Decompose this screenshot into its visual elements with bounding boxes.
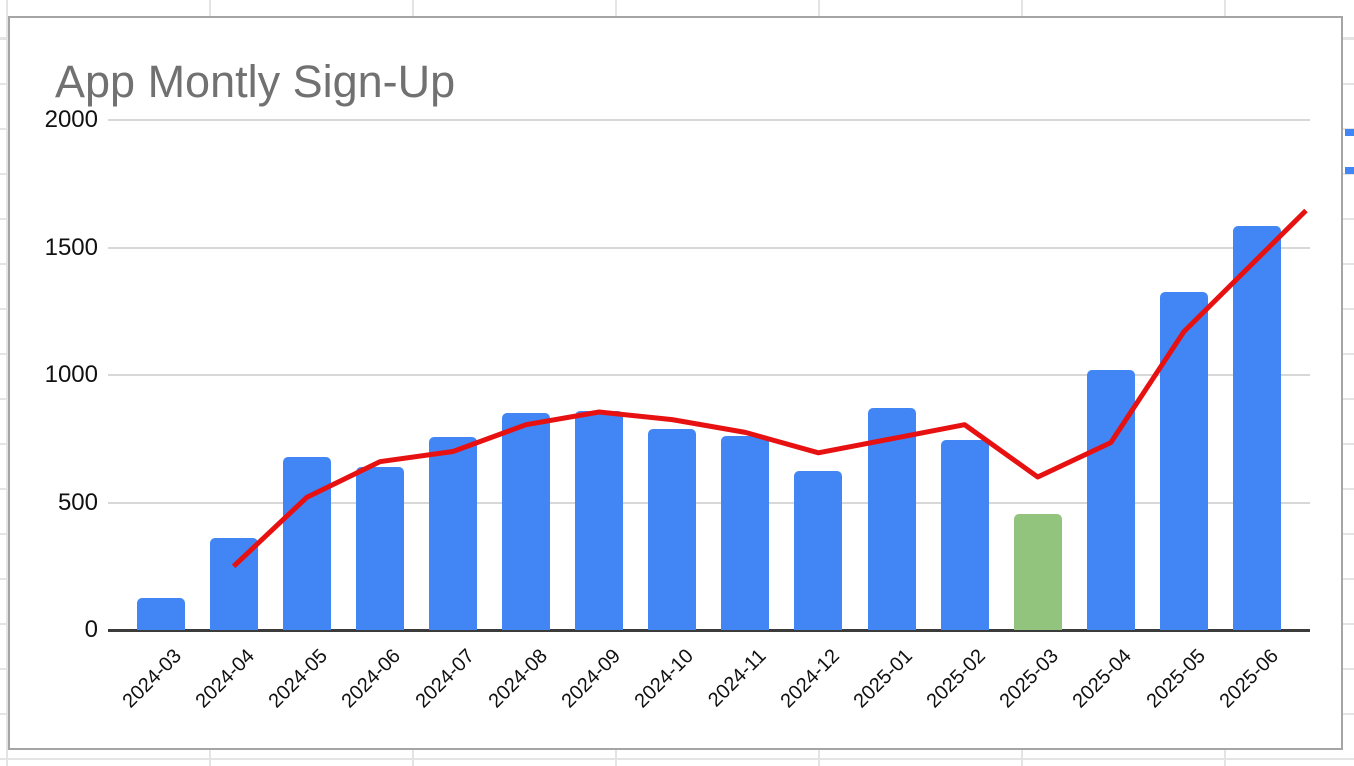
gridline-1500 <box>108 246 1310 249</box>
x-tick-label-2024-03: 2024-03 <box>118 645 187 713</box>
x-tick-label-2025-02: 2025-02 <box>922 645 991 713</box>
bar-2025-03[interactable] <box>1013 513 1062 630</box>
y-tick-label-500: 500 <box>57 488 98 516</box>
x-tick-label-2024-08: 2024-08 <box>484 645 552 713</box>
x-tick-label-2024-09: 2024-09 <box>557 645 625 713</box>
bar-2025-01[interactable] <box>867 408 916 630</box>
bar-2025-06[interactable] <box>1233 225 1281 630</box>
background-bar-fragment-1 <box>1345 129 1354 136</box>
bar-2024-05[interactable] <box>282 456 331 630</box>
x-axis-line <box>108 629 1310 632</box>
bar-2024-04[interactable] <box>209 538 258 630</box>
bar-2024-09[interactable] <box>575 410 624 630</box>
y-tick-label-0: 0 <box>84 616 98 643</box>
x-tick-label-2024-04: 2024-04 <box>191 645 260 713</box>
bar-2025-05[interactable] <box>1159 292 1208 630</box>
x-tick-label-2024-06: 2024-06 <box>337 645 406 713</box>
bar-2025-02[interactable] <box>940 440 989 630</box>
x-tick-label-2025-01: 2025-01 <box>849 645 918 713</box>
x-tick-label-2025-05: 2025-05 <box>1142 645 1210 713</box>
y-tick-label-1500: 1500 <box>44 233 98 261</box>
y-tick-label-1000: 1000 <box>44 361 98 388</box>
x-tick-label-2024-07: 2024-07 <box>411 645 479 713</box>
bar-2024-07[interactable] <box>428 437 477 630</box>
bar-2024-11[interactable] <box>721 436 770 630</box>
x-tick-label-2025-03: 2025-03 <box>995 645 1064 713</box>
bar-2025-04[interactable] <box>1086 369 1135 630</box>
x-tick-label-2024-10: 2024-10 <box>630 645 698 713</box>
chart-title: App Montly Sign-Up <box>55 56 456 107</box>
bar-2024-12[interactable] <box>794 470 843 630</box>
x-tick-label-2025-06: 2025-06 <box>1215 645 1283 713</box>
background-bar-fragment-2 <box>1345 167 1354 174</box>
x-tick-label-2025-04: 2025-04 <box>1068 645 1137 713</box>
bar-2024-03[interactable] <box>136 598 185 630</box>
bar-2024-08[interactable] <box>502 413 550 630</box>
bar-2024-06[interactable] <box>355 466 404 630</box>
x-tick-label-2024-11: 2024-11 <box>704 645 771 712</box>
x-tick-label-2024-05: 2024-05 <box>264 645 333 713</box>
y-tick-label-2000: 2000 <box>44 106 98 133</box>
x-tick-label-2024-12: 2024-12 <box>776 645 844 713</box>
bar-2024-10[interactable] <box>648 428 697 630</box>
gridline-2000 <box>108 119 1310 121</box>
